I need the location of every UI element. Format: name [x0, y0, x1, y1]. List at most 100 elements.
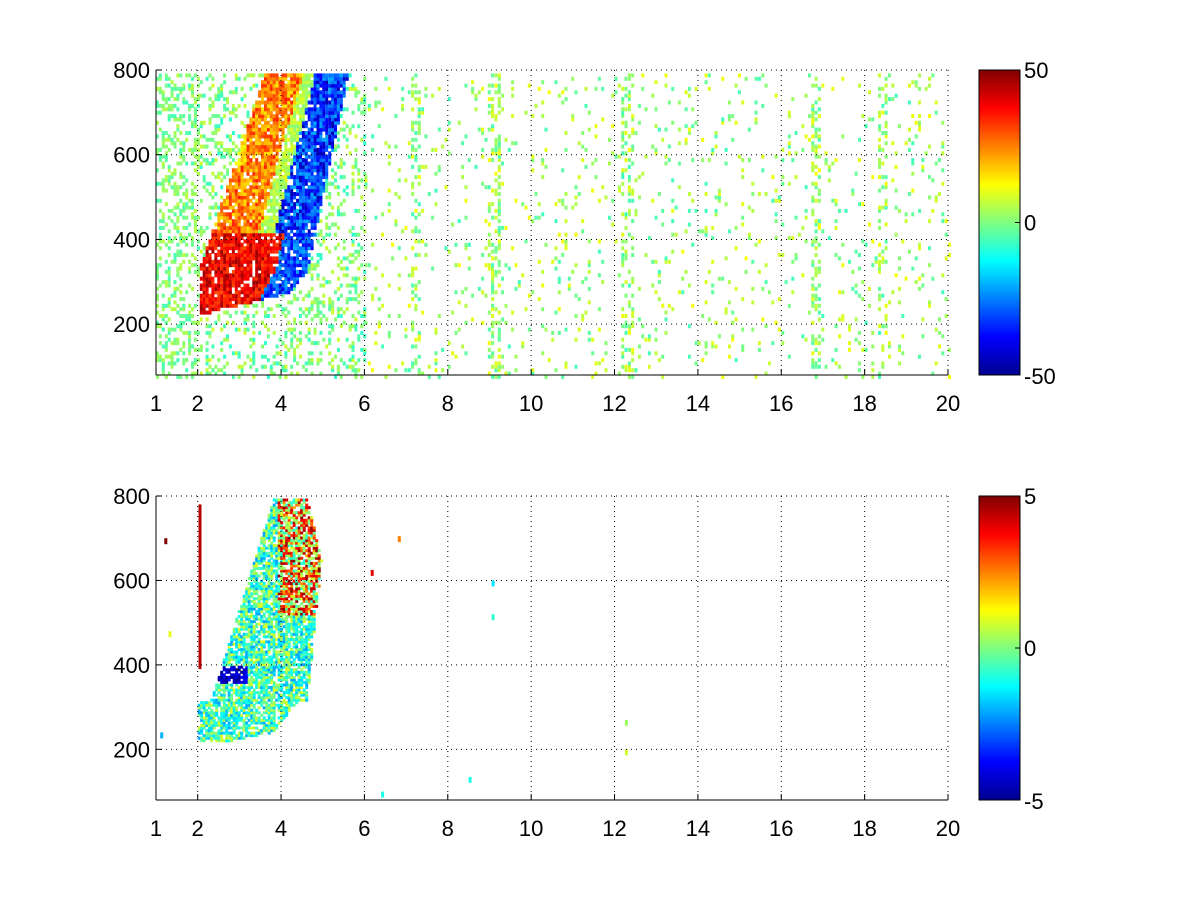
heatmap-cell	[258, 120, 262, 125]
heatmap-cell	[284, 212, 288, 217]
heatmap-cell	[394, 219, 398, 224]
heatmap-cell	[841, 242, 845, 247]
heatmap-cell	[293, 317, 297, 322]
heatmap-cell	[258, 222, 262, 227]
heatmap-cell	[319, 161, 323, 166]
heatmap-cell	[228, 110, 232, 115]
heatmap-cell	[354, 361, 358, 366]
heatmap-cell	[228, 236, 232, 241]
heatmap-cell	[275, 198, 279, 203]
heatmap-cell	[601, 185, 605, 190]
heatmap-cell	[202, 178, 206, 183]
heatmap-cell	[164, 73, 168, 78]
heatmap-cell	[252, 107, 256, 112]
heatmap-cell	[220, 693, 224, 697]
heatmap-cell	[240, 147, 244, 152]
heatmap-cell	[275, 229, 279, 234]
heatmap-cell	[911, 188, 915, 193]
heatmap-cell	[231, 269, 235, 274]
heatmap-cell	[191, 371, 194, 376]
heatmap-cell	[264, 141, 267, 146]
heatmap-cell	[491, 124, 495, 129]
heatmap-cell	[704, 344, 708, 349]
heatmap-cell	[255, 256, 259, 261]
heatmap-cell	[301, 269, 305, 274]
heatmap-cell	[290, 141, 294, 146]
heatmap-cell	[237, 185, 241, 190]
heatmap-cell	[220, 341, 224, 346]
heatmap-cell	[281, 283, 285, 288]
heatmap-cell	[281, 80, 285, 85]
heatmap-cell	[269, 164, 273, 169]
heatmap-cell	[497, 90, 501, 95]
heatmap-cell	[851, 188, 855, 193]
heatmap-cell	[252, 208, 256, 213]
heatmap-cell	[252, 236, 256, 241]
heatmap-cell	[217, 212, 221, 217]
heatmap-cell	[226, 293, 229, 298]
heatmap-cell	[299, 131, 302, 135]
heatmap-cell	[167, 117, 171, 122]
heatmap-cell	[170, 259, 174, 264]
heatmap-cell	[741, 168, 745, 173]
heatmap-cell	[724, 310, 728, 315]
heatmap-cell	[631, 73, 635, 78]
heatmap-cell	[501, 107, 505, 112]
heatmap-cell	[328, 195, 332, 200]
heatmap-cell	[191, 90, 194, 95]
heatmap-cell	[214, 212, 218, 217]
heatmap-cell	[878, 208, 881, 213]
heatmap-cell	[261, 229, 264, 234]
heatmap-cell	[225, 734, 229, 738]
heatmap-cell	[497, 337, 501, 342]
heatmap-cell	[234, 276, 238, 281]
heatmap-cell	[246, 229, 250, 234]
heatmap-cell	[227, 739, 231, 743]
heatmap-cell	[231, 178, 235, 183]
heatmap-cell	[339, 127, 343, 132]
heatmap-cell	[581, 131, 585, 135]
heatmap-cell	[226, 188, 229, 193]
heatmap-cell	[299, 185, 302, 190]
heatmap-cell	[821, 337, 825, 342]
heatmap-cell	[255, 276, 259, 281]
heatmap-cell	[316, 195, 320, 200]
heatmap-cell	[621, 259, 625, 264]
heatmap-cell	[193, 269, 197, 274]
heatmap-cell	[434, 202, 438, 207]
heatmap-cell	[296, 175, 300, 180]
heatmap-cell	[301, 222, 305, 227]
heatmap-cell	[348, 131, 352, 135]
heatmap-cell	[161, 225, 165, 230]
heatmap-cell	[275, 188, 279, 193]
heatmap-cell	[348, 344, 352, 349]
heatmap-cell	[215, 736, 219, 740]
heatmap-cell	[243, 93, 247, 98]
heatmap-cell	[514, 198, 518, 203]
heatmap-cell	[336, 80, 340, 85]
heatmap-cell	[328, 154, 332, 159]
heatmap-cell	[164, 202, 168, 207]
heatmap-cell	[817, 137, 821, 142]
heatmap-cell	[226, 280, 229, 285]
heatmap-cell	[196, 93, 200, 98]
heatmap-cell	[269, 202, 273, 207]
heatmap-cell	[231, 222, 235, 227]
heatmap-cell	[211, 161, 215, 166]
heatmap-cell	[243, 232, 247, 237]
heatmap-cell	[434, 358, 438, 363]
heatmap-cell	[904, 276, 908, 281]
heatmap-cell	[266, 168, 270, 173]
heatmap-cell	[227, 675, 231, 679]
heatmap-cell	[261, 300, 264, 305]
heatmap-cell	[313, 134, 317, 139]
heatmap-cell	[264, 276, 267, 281]
heatmap-cell	[345, 297, 349, 302]
heatmap-cell	[354, 86, 358, 91]
heatmap-cell	[319, 198, 323, 203]
heatmap-cell	[491, 330, 495, 335]
heatmap-cell	[252, 239, 256, 244]
heatmap-cell	[319, 141, 323, 146]
heatmap-cell	[266, 97, 270, 102]
heatmap-cell	[296, 337, 300, 342]
